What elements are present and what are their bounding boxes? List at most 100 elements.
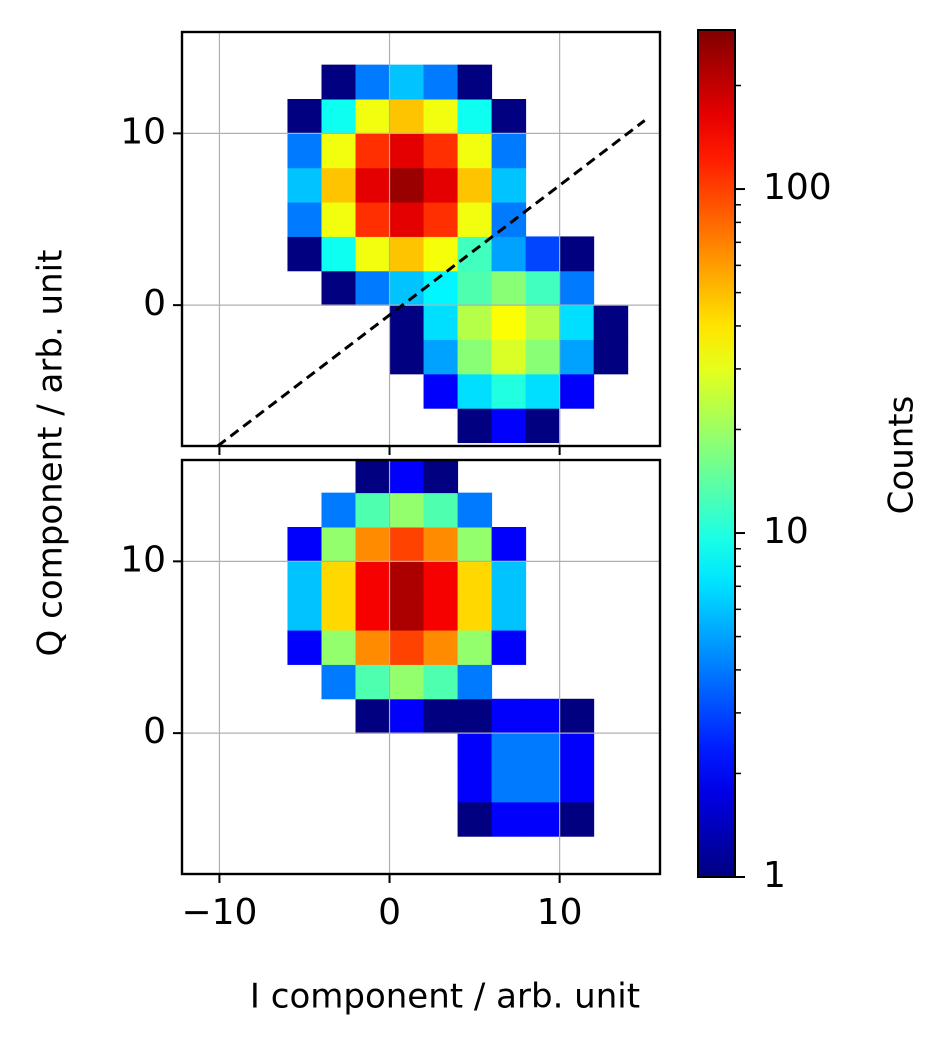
heatmap-cell (559, 236, 595, 272)
heatmap-cell (491, 98, 527, 134)
axes-frame (180, 458, 662, 876)
heatmap-cell (321, 630, 357, 665)
heatmap-cell (457, 133, 493, 169)
heatmap-cell (389, 236, 425, 272)
heatmap-cell (287, 133, 322, 169)
heatmap-cell (525, 698, 561, 734)
heatmap-cell (389, 492, 425, 528)
heatmap-cell (423, 64, 459, 100)
heatmap-cell (593, 305, 629, 340)
heatmap-cell (423, 98, 459, 134)
heatmap-cell (457, 526, 493, 562)
heatmap-cell (287, 167, 322, 203)
heatmap-cell (457, 98, 493, 134)
colorbar-tick-label: 10 (763, 511, 809, 552)
heatmap-cell (525, 270, 561, 306)
heatmap-cell (457, 595, 493, 631)
plot-area (182, 460, 660, 874)
heatmap-cell (491, 408, 527, 444)
heatmap-cell (355, 526, 391, 562)
heatmap-cell (389, 339, 425, 375)
x-tick-label: 0 (378, 892, 401, 933)
heatmap-cell (321, 202, 357, 237)
heatmap-cell (491, 561, 527, 597)
heatmap-cell (321, 167, 357, 203)
heatmap-cell (355, 595, 391, 631)
heatmap-cell (321, 270, 357, 306)
heatmap-cell (457, 664, 493, 700)
heatmap-cell (389, 526, 425, 562)
heatmap-cell (423, 202, 459, 237)
heatmap-cell (525, 767, 561, 803)
heatmap-cell (457, 408, 493, 444)
heatmap-cell (491, 305, 527, 340)
heatmap-cell (389, 698, 425, 734)
heatmap-cell (423, 373, 459, 409)
colorbar-label: Counts (882, 396, 922, 515)
heatmap-cell (423, 630, 459, 665)
heatmap-cell (491, 270, 527, 306)
heatmap-cell (491, 373, 527, 409)
heatmap-cell (389, 305, 425, 340)
heatmap-cell (287, 202, 322, 237)
heatmap-cell (423, 167, 459, 203)
heatmap-cell (389, 167, 425, 203)
heatmap-cell (389, 64, 425, 100)
heatmap-cell (355, 133, 391, 169)
heatmap-cell (389, 664, 425, 700)
heatmap-cell (355, 270, 391, 306)
heatmap-cell (491, 167, 527, 203)
heatmap-cell (559, 339, 595, 375)
heatmap-cell (355, 64, 391, 100)
heatmap-cell (559, 733, 595, 768)
x-tick-label: −10 (181, 892, 257, 933)
heatmap-cell (491, 733, 527, 768)
heatmap-cell (423, 698, 459, 734)
colorbar-tick-label: 100 (763, 167, 832, 208)
y-tick-label: 0 (143, 283, 166, 324)
heatmap-cell (287, 98, 322, 134)
heatmap-cell (423, 133, 459, 169)
heatmap-cell (491, 339, 527, 375)
heatmap-cell (491, 630, 527, 665)
heatmap-cell (525, 801, 561, 837)
x-axis-label: I component / arb. unit (250, 977, 640, 1017)
heatmap-cell (457, 801, 493, 837)
heatmap-cell (355, 167, 391, 203)
heatmap-cell (491, 698, 527, 734)
plot-area (182, 32, 660, 446)
heatmap-cell (355, 202, 391, 237)
heatmap-cell (457, 492, 493, 528)
heatmap-cell (491, 801, 527, 837)
heatmap-cell (423, 492, 459, 528)
heatmap-cell (321, 64, 357, 100)
heatmap-cell (491, 202, 527, 237)
heatmap-cell (423, 460, 459, 494)
heatmap-cell (355, 236, 391, 272)
heatmap-cell (491, 236, 527, 272)
heatmap-cell (559, 767, 595, 803)
heatmap-cell (287, 236, 322, 272)
heatmap-cell (423, 595, 459, 631)
heatmap-cell (355, 630, 391, 665)
y-tick-label: 0 (143, 711, 166, 752)
heatmap-cell (389, 202, 425, 237)
heatmap-cell (457, 64, 493, 100)
heatmap-cell (423, 561, 459, 597)
heatmap-cell (457, 339, 493, 375)
heatmap-cell (389, 561, 425, 597)
heatmap-cell (457, 305, 493, 340)
heatmap-cell (559, 373, 595, 409)
heatmap-cell (389, 133, 425, 169)
heatmap-cell (389, 98, 425, 134)
heatmap-cell (355, 492, 391, 528)
heatmap-cell (491, 526, 527, 562)
heatmap-cell (287, 561, 322, 597)
heatmap-cell (457, 167, 493, 203)
heatmap-cell (389, 630, 425, 665)
heatmap-cell (457, 373, 493, 409)
colorbar-tick-label: 1 (763, 855, 786, 896)
heatmap-cell (321, 236, 357, 272)
heatmap-cell (559, 698, 595, 734)
